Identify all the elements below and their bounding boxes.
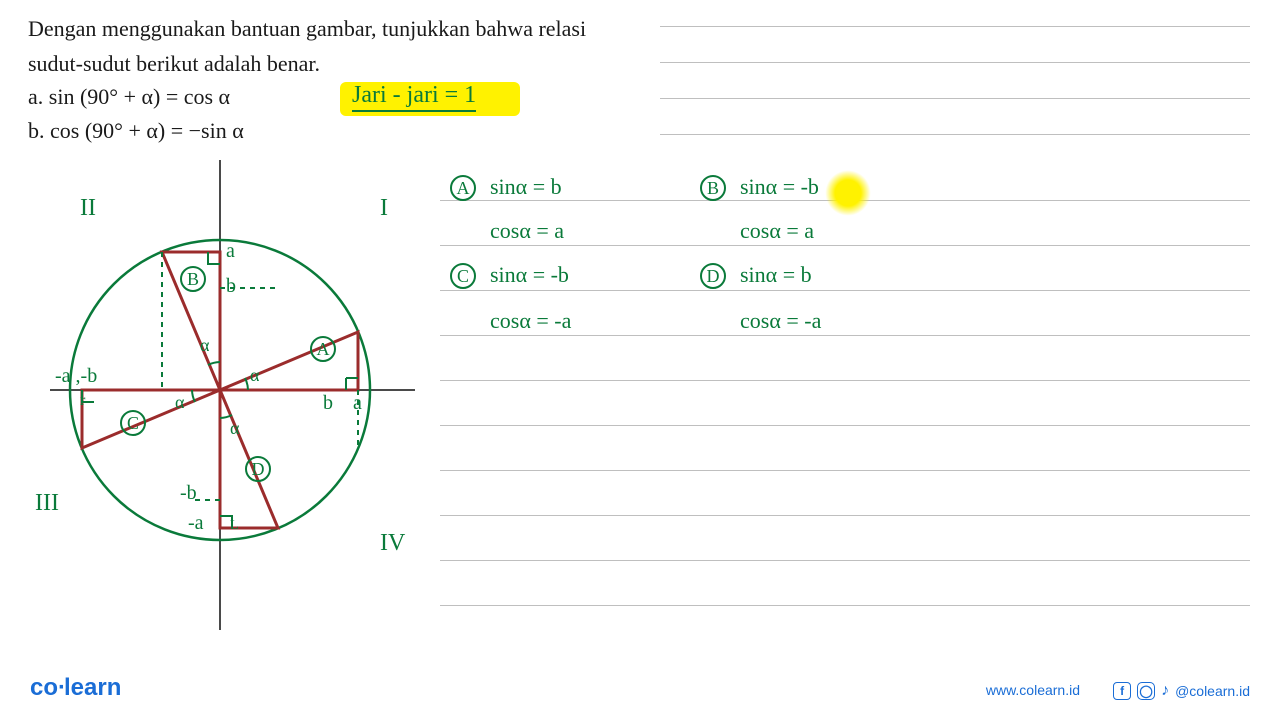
quad-i: I: [380, 195, 388, 222]
note-B-cos: cosα = a: [740, 218, 814, 244]
url: www.colearn.id: [986, 682, 1080, 698]
lbl-a-top: a: [226, 240, 235, 263]
instagram-icon: ◯: [1137, 682, 1155, 700]
lbl-a-right: a: [353, 392, 362, 415]
lbl-alpha3: α: [175, 392, 184, 413]
notes-area: A sinα = b cosα = a B sinα = -b cosα = a…: [440, 160, 1250, 630]
item-a: a. sin (90° + α) = cos α: [28, 84, 230, 110]
question-line2: sudut-sudut berikut adalah benar.: [28, 47, 648, 80]
lbl-D-circ: D: [245, 456, 271, 482]
logo: co·learn: [30, 674, 121, 702]
lbl-A-circ: A: [310, 336, 336, 362]
footer: co·learn www.colearn.id f ◯ ♪ @colearn.i…: [0, 672, 1280, 702]
facebook-icon: f: [1113, 682, 1131, 700]
item-b: b. cos (90° + α) = −sin α: [28, 118, 244, 144]
note-B-sin: sinα = -b: [740, 174, 819, 200]
note-C-cos: cosα = -a: [490, 308, 571, 334]
note-D-cos: cosα = -a: [740, 308, 821, 334]
question-line1: Dengan menggunakan bantuan gambar, tunju…: [28, 12, 648, 45]
note-C-label: C: [450, 262, 476, 289]
lbl-alpha4: α: [230, 418, 239, 439]
jari-jari-label: Jari - jari = 1: [352, 82, 476, 109]
yellow-highlight-dot: [825, 170, 871, 216]
note-C-sin: sinα = -b: [490, 262, 569, 288]
logo-co: co: [30, 674, 58, 701]
lbl-b-right: b: [323, 392, 333, 415]
quad-iv: IV: [380, 530, 405, 557]
question-block: Dengan menggunakan bantuan gambar, tunju…: [28, 12, 648, 80]
lbl-C-circ: C: [120, 410, 146, 436]
note-A-cos: cosα = a: [490, 218, 564, 244]
social-block: f ◯ ♪ @colearn.id: [1113, 682, 1250, 700]
note-D-sin: sinα = b: [740, 262, 812, 288]
quad-iii: III: [35, 490, 59, 517]
tiktok-icon: ♪: [1161, 682, 1169, 700]
lbl-L: L: [230, 518, 239, 534]
unit-circle-diagram: II I III IV a b B A -a ,-b C D -b -a b a…: [20, 160, 420, 630]
lbl-neg-b: -b: [180, 482, 197, 505]
lbl-neg-a-neg-b: -a ,-b: [55, 365, 97, 388]
lbl-B-circ: B: [180, 266, 206, 292]
lbl-alpha2: α: [200, 335, 209, 356]
quad-ii: II: [80, 195, 96, 222]
logo-learn: learn: [64, 674, 121, 701]
lbl-alpha1: α: [250, 365, 259, 386]
social-handle: @colearn.id: [1175, 683, 1250, 699]
note-D-label: D: [700, 262, 726, 289]
note-A-sin: sinα = b: [490, 174, 562, 200]
lbl-neg-a: -a: [188, 512, 204, 535]
note-B-label: B: [700, 174, 726, 201]
note-A-label: A: [450, 174, 476, 201]
upper-ruled-area: [660, 14, 1250, 154]
lbl-b-top: b: [226, 275, 236, 298]
lbl-r: r: [80, 392, 85, 410]
